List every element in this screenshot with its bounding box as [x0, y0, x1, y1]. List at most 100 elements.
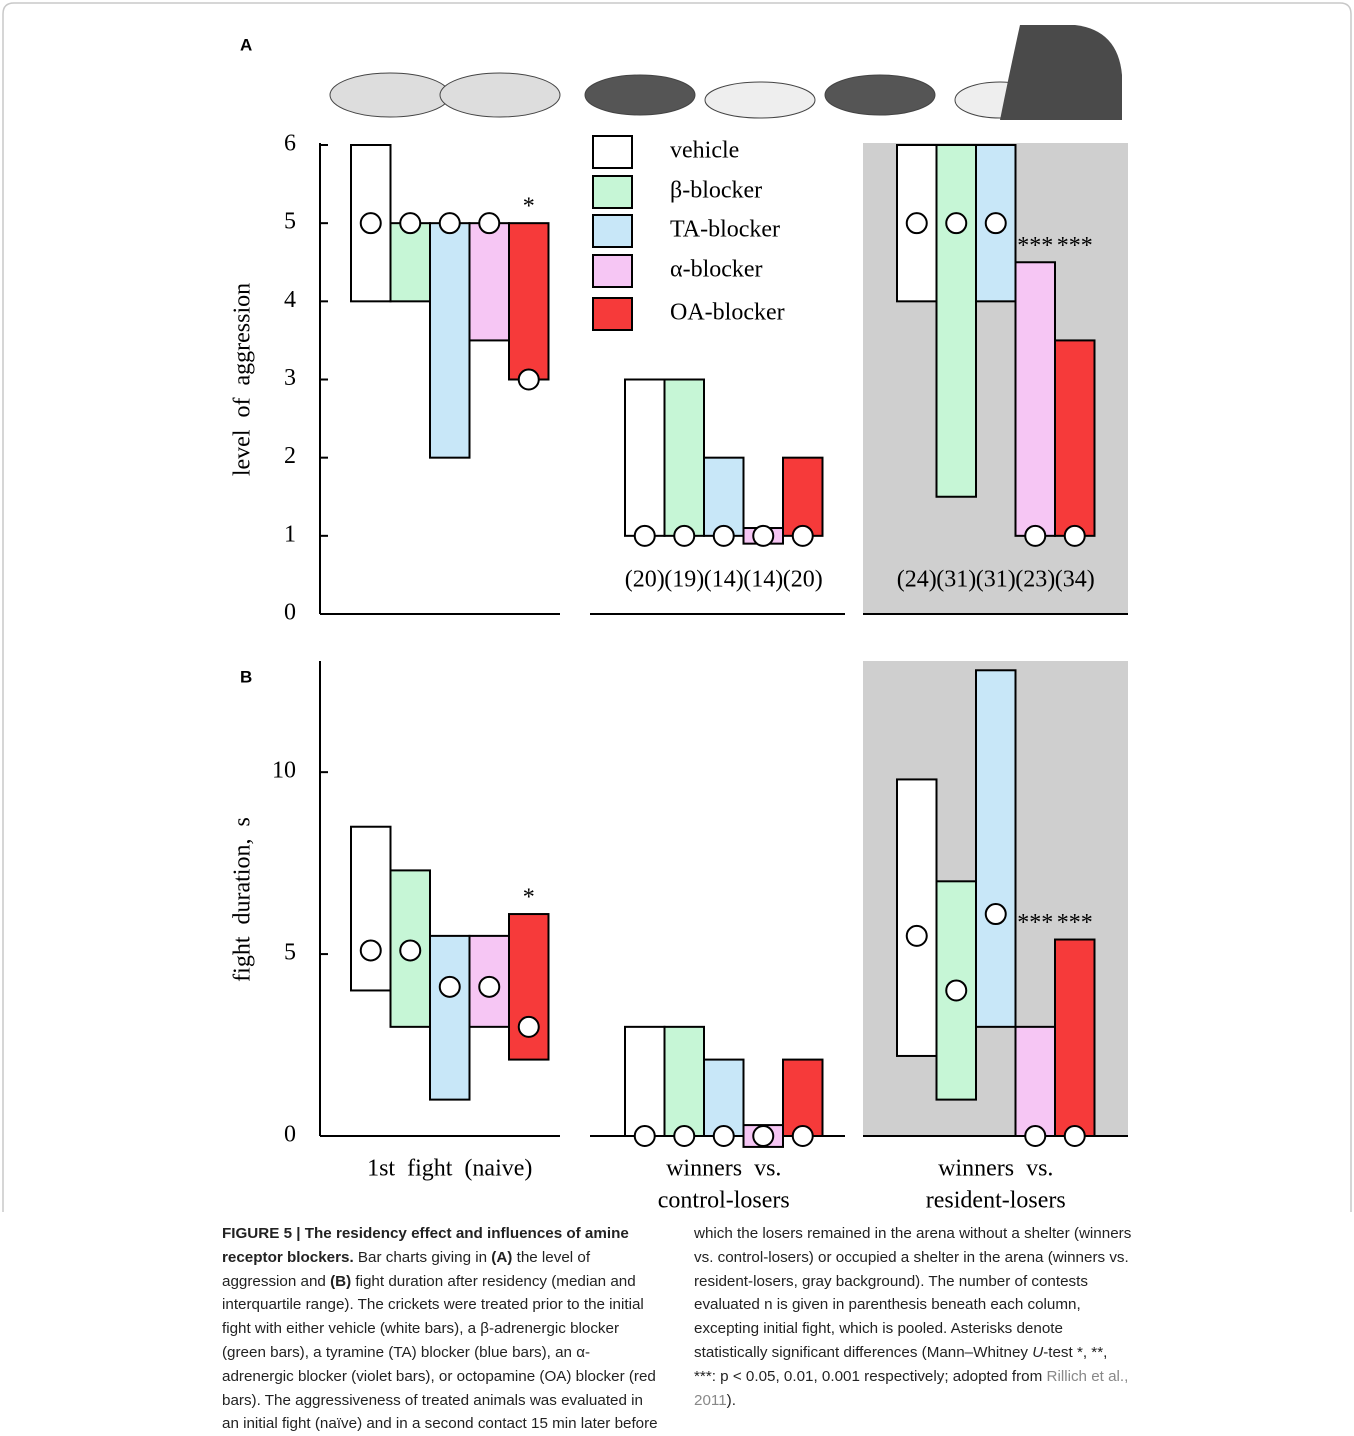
caption-run: Bar charts giving in	[354, 1249, 492, 1266]
median-marker	[946, 980, 966, 1000]
median-marker	[793, 1126, 813, 1146]
iqr-bar	[1016, 262, 1056, 536]
y-tick-label: 5	[284, 940, 296, 966]
y-tick-label: 2	[284, 443, 296, 469]
legend-label: α-blocker	[670, 257, 763, 283]
median-marker	[674, 1126, 694, 1146]
legend-swatch	[593, 255, 632, 287]
median-marker	[519, 370, 539, 390]
iqr-bar	[783, 458, 823, 536]
y-axis-label: level of aggression	[230, 283, 256, 476]
iqr-bar	[976, 670, 1016, 1027]
median-marker	[440, 977, 460, 997]
y-tick-label: 5	[284, 209, 296, 235]
significance-label: ***	[1017, 910, 1053, 936]
legend-swatch	[593, 136, 632, 168]
caption-run: (B)	[330, 1273, 351, 1290]
median-marker	[986, 213, 1006, 233]
significance-label: *	[523, 885, 535, 911]
iqr-bar	[430, 936, 470, 1100]
sample-size-label: (14)	[704, 567, 744, 593]
sample-size-label: (31)	[976, 567, 1016, 593]
iqr-bar	[937, 145, 977, 497]
median-marker	[1065, 526, 1085, 546]
y-axis-label: fight duration, s	[230, 817, 256, 982]
iqr-bar	[1016, 1027, 1056, 1136]
legend-swatch	[593, 298, 632, 330]
median-marker	[907, 213, 927, 233]
median-marker	[674, 526, 694, 546]
median-marker	[479, 977, 499, 997]
group-label: winners vs.	[666, 1156, 781, 1182]
median-marker	[635, 526, 655, 546]
significance-label: *	[523, 194, 535, 220]
sample-size-label: (34)	[1055, 567, 1095, 593]
median-marker	[519, 1017, 539, 1037]
median-marker	[440, 213, 460, 233]
significance-label: ***	[1057, 233, 1093, 259]
iqr-bar	[625, 1027, 665, 1136]
median-marker	[1025, 1126, 1045, 1146]
cricket-illustration	[330, 25, 1122, 120]
significance-label: ***	[1057, 910, 1093, 936]
median-marker	[753, 1126, 773, 1146]
sample-size-label: (31)	[936, 567, 976, 593]
y-tick-label: 0	[284, 1122, 296, 1148]
legend-label: OA-blocker	[670, 300, 785, 326]
panel-letter: B	[240, 667, 252, 686]
median-marker	[907, 926, 927, 946]
y-tick-label: 6	[284, 131, 296, 157]
iqr-bar	[897, 779, 937, 1056]
caption-run: ).	[727, 1392, 736, 1409]
group-label: winners vs.	[938, 1156, 1053, 1182]
iqr-bar	[665, 380, 705, 536]
median-marker	[479, 213, 499, 233]
median-marker	[361, 940, 381, 960]
legend-label: TA-blocker	[670, 217, 780, 243]
sample-size-label: (19)	[664, 567, 704, 593]
iqr-bar	[1055, 340, 1095, 535]
sample-size-label: (24)	[897, 567, 937, 593]
sample-size-label: (14)	[743, 567, 783, 593]
panel-letter: A	[240, 35, 252, 54]
legend-swatch	[593, 215, 632, 247]
group-label: control-losers	[658, 1188, 790, 1214]
y-tick-label: 3	[284, 365, 296, 391]
median-marker	[400, 213, 420, 233]
iqr-bar	[704, 1060, 744, 1136]
legend-label: vehicle	[670, 138, 739, 164]
median-marker	[714, 1126, 734, 1146]
iqr-bar	[625, 380, 665, 536]
group-label: resident-losers	[926, 1188, 1066, 1214]
iqr-bar	[351, 827, 391, 991]
group-label: 1st fight (naive)	[367, 1156, 532, 1182]
iqr-bar	[470, 223, 510, 340]
median-marker	[400, 940, 420, 960]
caption-run: (A)	[491, 1249, 512, 1266]
sample-size-label: (23)	[1015, 567, 1055, 593]
median-marker	[714, 526, 734, 546]
figure-caption: FIGURE 5 | The residency effect and infl…	[222, 1222, 1132, 1436]
significance-label: ***	[1017, 233, 1053, 259]
y-tick-label: 4	[284, 287, 296, 313]
page: 0123456level of aggressionA*(20)(19)(14)…	[0, 0, 1354, 1431]
sample-size-label: (20)	[783, 567, 823, 593]
median-marker	[753, 526, 773, 546]
iqr-bar	[665, 1027, 705, 1136]
sample-size-label: (20)	[625, 567, 665, 593]
iqr-bar	[509, 223, 549, 379]
y-tick-label: 10	[272, 758, 296, 784]
legend-label: β-blocker	[670, 178, 762, 204]
median-marker	[361, 213, 381, 233]
y-tick-label: 1	[284, 521, 296, 547]
median-marker	[946, 213, 966, 233]
y-tick-label: 0	[284, 600, 296, 626]
median-marker	[1065, 1126, 1085, 1146]
median-marker	[1025, 526, 1045, 546]
iqr-bar	[391, 223, 431, 301]
iqr-bar	[783, 1060, 823, 1136]
median-marker	[793, 526, 813, 546]
legend-swatch	[593, 176, 632, 208]
caption-run: U	[1032, 1344, 1043, 1361]
iqr-bar	[1055, 940, 1095, 1136]
